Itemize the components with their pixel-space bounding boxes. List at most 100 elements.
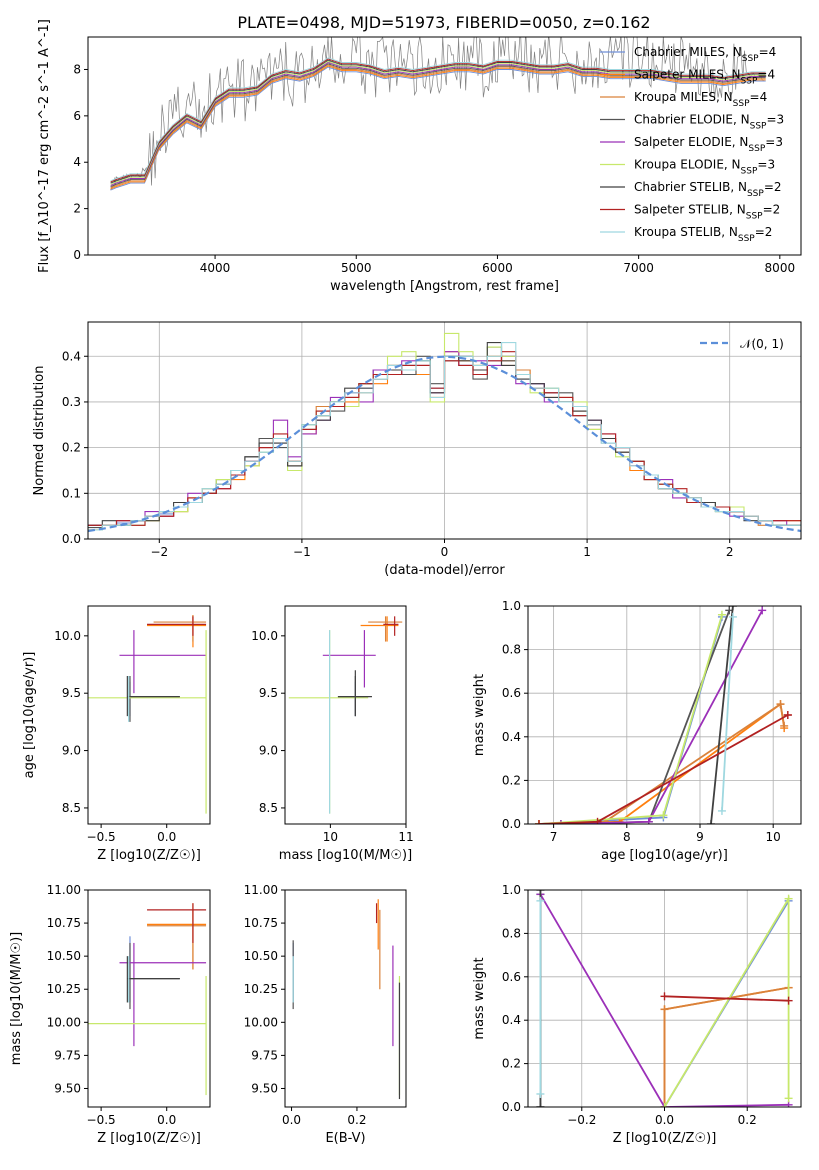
y-tick-label: 9.5 bbox=[259, 686, 278, 700]
mass-weight-kroupa-miles bbox=[538, 702, 786, 824]
plot-area bbox=[110, 37, 766, 191]
legend-tail: =3 bbox=[757, 158, 775, 172]
x-tick-label: 0.0 bbox=[157, 830, 176, 844]
x-tick-label: 0.0 bbox=[655, 1113, 674, 1127]
normal-curve bbox=[88, 355, 801, 533]
plot-area bbox=[88, 332, 801, 533]
plot-area bbox=[88, 903, 207, 1096]
mass-weight-chabrier-miles bbox=[538, 616, 723, 824]
y-tick-label: 0.0 bbox=[502, 817, 521, 831]
y-tick-label: 6 bbox=[73, 109, 81, 123]
y-tick-label: 0.6 bbox=[502, 970, 521, 984]
legend-subscript: SSP bbox=[742, 54, 759, 64]
legend-tail: =4 bbox=[759, 45, 777, 59]
legend-entry: Salpeter ELODIE, NSSP=3 bbox=[634, 135, 783, 154]
model-line-kroupa-elodie bbox=[110, 60, 766, 185]
y-axis-label: mass weight bbox=[472, 674, 487, 756]
legend-subscript: SSP bbox=[746, 212, 763, 222]
legend-tail: =2 bbox=[755, 225, 773, 239]
model-line-chabrier-miles bbox=[110, 66, 766, 191]
hist-kroupa-stelib bbox=[88, 342, 801, 531]
mass-weight-salpeter-stelib bbox=[538, 714, 789, 824]
model-line-chabrier-stelib bbox=[110, 59, 766, 184]
x-tick-label: −0.2 bbox=[567, 1113, 596, 1127]
residual-legend: 𝒩(0, 1) bbox=[700, 337, 784, 351]
x-tick-label: 0.0 bbox=[282, 1113, 301, 1127]
y-tick-label: 10.25 bbox=[244, 982, 278, 996]
axes-frame bbox=[284, 605, 407, 825]
x-tick-label: 11 bbox=[398, 830, 413, 844]
x-axis-label: mass [log10(M/M☉)] bbox=[279, 848, 412, 863]
y-tick-label: 0.6 bbox=[502, 686, 521, 700]
x-axis-label: Z [log10(Z/Z☉)] bbox=[613, 1131, 717, 1146]
model-line-salpeter-stelib bbox=[110, 58, 766, 183]
x-tick-label: 7000 bbox=[623, 261, 654, 275]
model-line-kroupa-stelib bbox=[110, 57, 766, 182]
x-tick-label: −0.5 bbox=[87, 830, 116, 844]
y-tick-label: 8.5 bbox=[259, 801, 278, 815]
y-axis-label: age [log10(age/yr)] bbox=[22, 652, 37, 779]
legend-entry: Kroupa MILES, NSSP=4 bbox=[634, 90, 767, 109]
mass-weight-kroupa-stelib bbox=[721, 616, 734, 811]
x-tick-label: 10 bbox=[766, 830, 781, 844]
legend-tail: =3 bbox=[765, 135, 783, 149]
y-tick-label: 9.75 bbox=[54, 1048, 81, 1062]
legend-tail: =2 bbox=[764, 180, 782, 194]
y-tick-label: 10.0 bbox=[251, 629, 278, 643]
y-tick-label: 1.0 bbox=[502, 883, 521, 897]
y-tick-label: 10.75 bbox=[244, 916, 278, 930]
plot-area bbox=[88, 615, 207, 814]
model-line-kroupa-miles bbox=[110, 64, 766, 189]
y-tick-label: 10.0 bbox=[54, 629, 81, 643]
model-line-chabrier-elodie bbox=[110, 63, 766, 188]
y-tick-label: 10.75 bbox=[47, 916, 81, 930]
axes-frame bbox=[87, 36, 802, 256]
y-tick-label: 2 bbox=[73, 202, 81, 216]
y-tick-label: 9.50 bbox=[251, 1081, 278, 1095]
x-axis-label: (data-model)/error bbox=[384, 563, 505, 578]
y-tick-label: 0.0 bbox=[502, 1100, 521, 1114]
legend-tail: =4 bbox=[757, 68, 775, 82]
mass-weight-salpeter-stelib bbox=[664, 995, 789, 1002]
panel-mass_weight_vs_Z: −0.2 0.0 0.2 0.0 0.2 0.4 0.6 0.8 1.0 Z [log10(Z/Z… bbox=[472, 883, 802, 1146]
x-tick-label: 0.0 bbox=[157, 1113, 176, 1127]
y-tick-label: 11.00 bbox=[244, 883, 278, 897]
y-tick-label: 0.2 bbox=[502, 1057, 521, 1071]
mass-weight-kroupa-elodie bbox=[663, 895, 790, 1107]
x-tick-label: 6000 bbox=[482, 261, 513, 275]
y-tick-label: 9.50 bbox=[54, 1081, 81, 1095]
x-tick-label: 8000 bbox=[765, 261, 796, 275]
legend-subscript: SSP bbox=[748, 144, 765, 154]
panel-age_vs_mass: 10 11 8.5 9.0 9.5 10.0 mass [log10(M/M☉)] bbox=[251, 605, 414, 863]
y-axis-label: Flux [f_λ10^-17 erg cm^-2 s^-1 A^-1] bbox=[37, 19, 52, 273]
axes-frame bbox=[284, 889, 407, 1108]
legend-subscript: SSP bbox=[738, 234, 755, 244]
y-tick-label: 0.8 bbox=[502, 926, 521, 940]
mass-weight-chabrier-stelib bbox=[710, 606, 734, 824]
x-tick-label: 7 bbox=[550, 830, 558, 844]
legend-entry: Chabrier STELIB, NSSP=2 bbox=[634, 180, 782, 199]
legend-subscript: SSP bbox=[747, 189, 764, 199]
x-tick-label: −0.5 bbox=[87, 1113, 116, 1127]
y-tick-label: 0 bbox=[73, 248, 81, 262]
legend-subscript: SSP bbox=[741, 167, 758, 177]
y-tick-label: 0.4 bbox=[62, 349, 81, 363]
x-tick-label: 0.2 bbox=[738, 1113, 757, 1127]
x-tick-label: −2 bbox=[150, 545, 168, 559]
legend-tail: =3 bbox=[766, 113, 784, 127]
y-tick-label: 10.25 bbox=[47, 982, 81, 996]
mass-weight-kroupa-elodie bbox=[538, 614, 723, 824]
y-axis-label: mass [log10(M/M☉)] bbox=[9, 932, 24, 1065]
panel-age_vs_Z: −0.5 0.0 8.5 9.0 9.5 10.0 Z [log10(Z/Z☉)] age [… bbox=[22, 605, 211, 863]
x-axis-label: Z [log10(Z/Z☉)] bbox=[97, 848, 201, 863]
x-tick-label: 0.2 bbox=[347, 1113, 366, 1127]
x-tick-label: 5000 bbox=[341, 261, 372, 275]
y-tick-label: 4 bbox=[73, 155, 81, 169]
y-tick-label: 10.50 bbox=[47, 949, 81, 963]
mass-weight-salpeter-miles bbox=[538, 702, 786, 824]
model-line-salpeter-miles bbox=[110, 65, 766, 190]
y-tick-label: 0.1 bbox=[62, 486, 81, 500]
mass-weight-salpeter-elodie bbox=[539, 893, 789, 1107]
panel-mass_vs_Z: −0.5 0.0 9.50 9.75 10.00 10.25 10.50 10.75 11.00… bbox=[9, 883, 211, 1146]
